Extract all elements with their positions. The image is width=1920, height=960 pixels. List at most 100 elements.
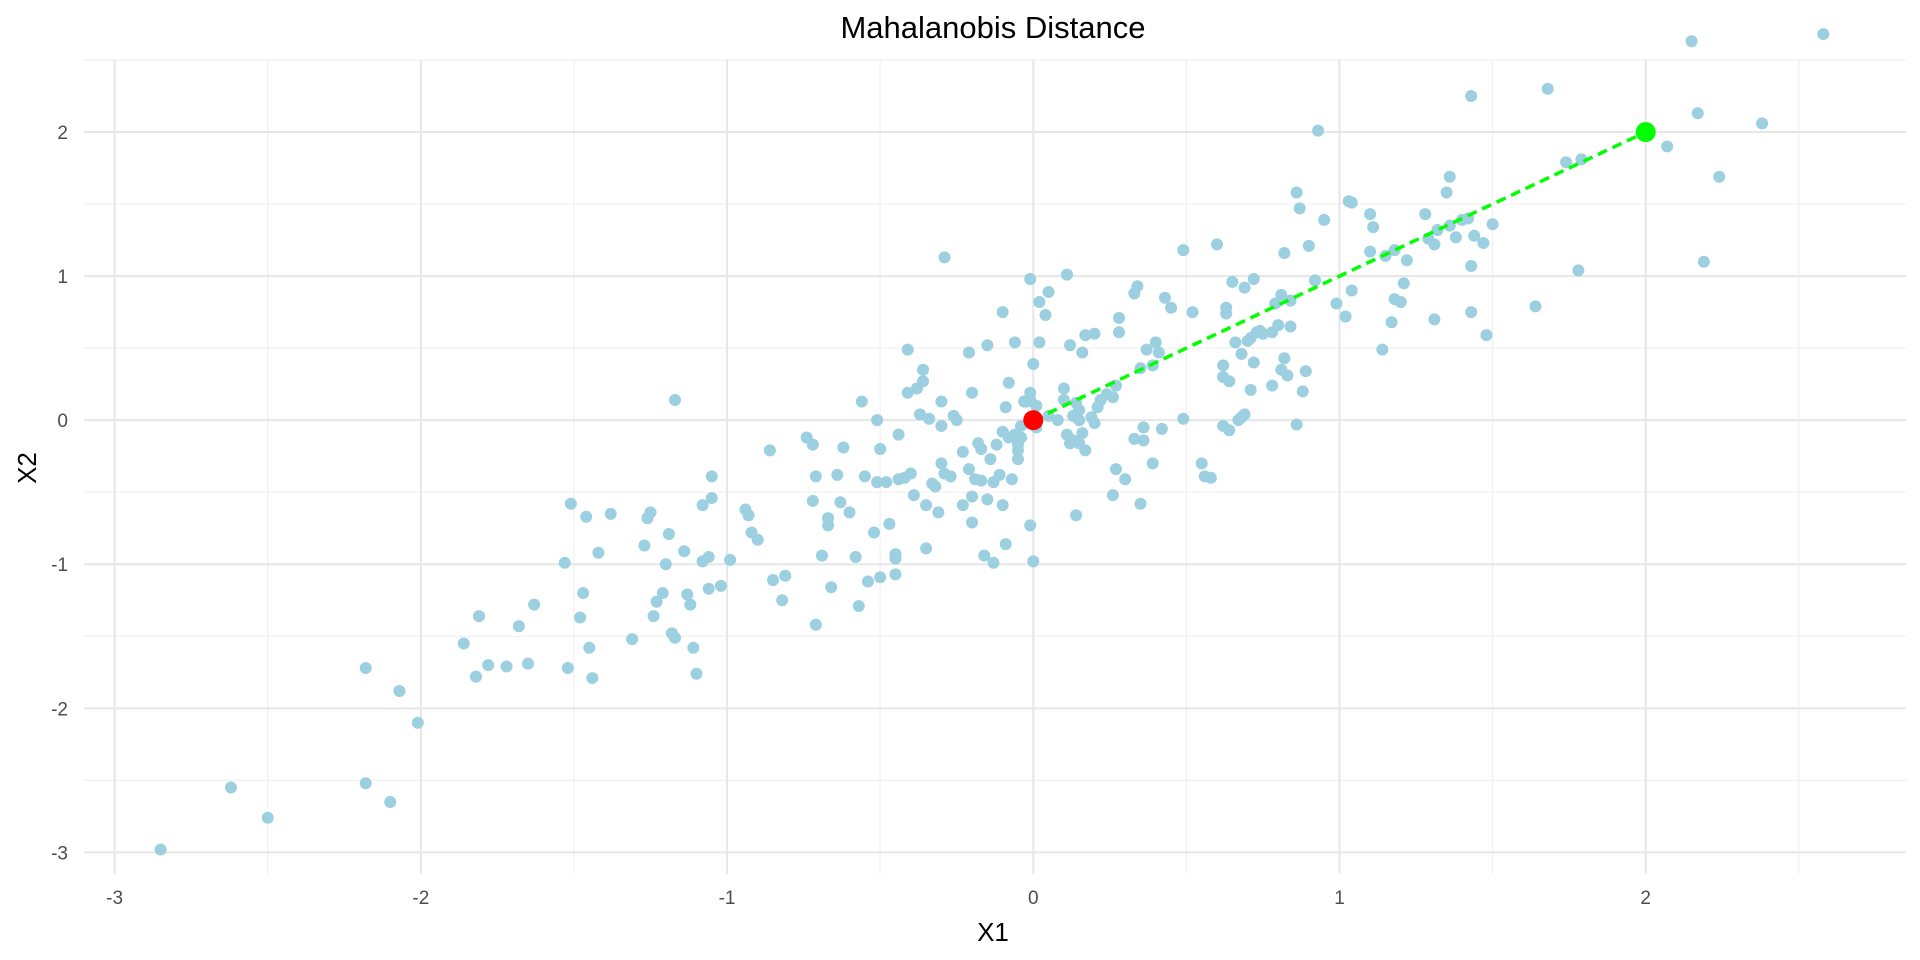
data-point — [978, 549, 991, 562]
data-point — [822, 519, 835, 532]
data-point — [883, 517, 896, 530]
data-point — [724, 553, 737, 566]
data-point — [1266, 379, 1279, 392]
x-tick-label: 2 — [1640, 888, 1651, 909]
data-point — [1238, 408, 1251, 421]
data-point — [1073, 404, 1086, 417]
data-point — [1685, 35, 1698, 48]
data-point — [1278, 352, 1291, 365]
data-point — [907, 489, 920, 502]
data-point — [984, 453, 997, 466]
data-point — [996, 499, 1009, 512]
data-point — [1691, 107, 1704, 120]
data-point — [975, 474, 988, 487]
data-point — [889, 568, 902, 581]
y-tick-label: 0 — [57, 411, 68, 432]
data-point — [1195, 457, 1208, 470]
data-point — [1278, 247, 1291, 260]
data-point — [1428, 238, 1441, 251]
data-point — [1272, 319, 1285, 332]
data-point — [1088, 327, 1101, 340]
x-axis-label: X1 — [977, 917, 1009, 947]
data-point — [564, 497, 577, 510]
data-point — [1060, 268, 1073, 281]
data-point — [1486, 218, 1499, 231]
data-point — [935, 395, 948, 408]
data-point — [1281, 369, 1294, 382]
data-point — [999, 538, 1012, 551]
data-point — [528, 598, 541, 611]
data-point — [1244, 383, 1257, 396]
x-tick-label: 0 — [1028, 888, 1039, 909]
data-point — [1345, 284, 1358, 297]
data-point — [702, 551, 715, 564]
data-point — [981, 339, 994, 352]
data-point — [1465, 260, 1478, 273]
data-point — [1385, 316, 1398, 329]
data-point — [1572, 264, 1585, 277]
data-point — [1400, 254, 1413, 267]
data-point — [966, 386, 979, 399]
data-point — [1299, 365, 1312, 378]
data-point — [1247, 356, 1260, 369]
data-point — [849, 551, 862, 564]
data-point — [880, 476, 893, 489]
data-point — [681, 588, 694, 601]
data-point — [702, 582, 715, 595]
data-point — [1428, 313, 1441, 326]
data-point — [901, 343, 914, 356]
data-point — [1033, 336, 1046, 349]
data-point — [806, 438, 819, 451]
y-axis-label: X2 — [12, 452, 42, 484]
data-point — [1541, 82, 1554, 95]
data-point — [1223, 424, 1236, 437]
data-point — [500, 660, 513, 673]
data-point — [1275, 288, 1288, 301]
data-point — [1155, 422, 1168, 435]
data-point — [592, 546, 605, 559]
data-point — [1431, 224, 1444, 237]
y-tick-label: 2 — [57, 123, 68, 144]
data-point — [1113, 311, 1126, 324]
data-point — [1229, 336, 1242, 349]
data-point — [384, 795, 397, 808]
data-point — [1465, 306, 1478, 319]
y-tick-label: 1 — [57, 267, 68, 288]
data-point — [1030, 399, 1043, 412]
data-point — [1149, 336, 1162, 349]
data-point — [1106, 391, 1119, 404]
data-point — [996, 306, 1009, 319]
data-point — [993, 468, 1006, 481]
data-point — [1073, 414, 1086, 427]
data-point — [809, 618, 822, 631]
data-point — [966, 516, 979, 529]
data-point — [917, 375, 930, 388]
y-tick-label: -2 — [51, 699, 68, 720]
x-tick-label: 1 — [1334, 888, 1345, 909]
data-point — [1419, 208, 1432, 221]
data-point — [1220, 301, 1233, 314]
data-point — [944, 470, 957, 483]
data-point — [1440, 186, 1453, 199]
data-point — [359, 661, 372, 674]
data-point — [1002, 376, 1015, 389]
data-point — [1235, 347, 1248, 360]
data-point — [1165, 301, 1178, 314]
data-point — [359, 777, 372, 790]
data-point — [917, 363, 930, 376]
data-point — [696, 499, 709, 512]
data-point — [1027, 555, 1040, 568]
data-point — [1024, 519, 1037, 532]
data-point — [935, 419, 948, 432]
data-point — [647, 610, 660, 623]
data-point — [742, 509, 755, 522]
data-point — [852, 600, 865, 613]
y-tick-label: -3 — [51, 843, 68, 864]
x-tick-label: -1 — [719, 888, 736, 909]
data-point — [1697, 255, 1710, 268]
data-point — [1284, 320, 1297, 333]
data-point — [586, 672, 599, 685]
data-point — [1247, 272, 1260, 285]
data-point — [950, 414, 963, 427]
data-points — [154, 28, 1830, 856]
